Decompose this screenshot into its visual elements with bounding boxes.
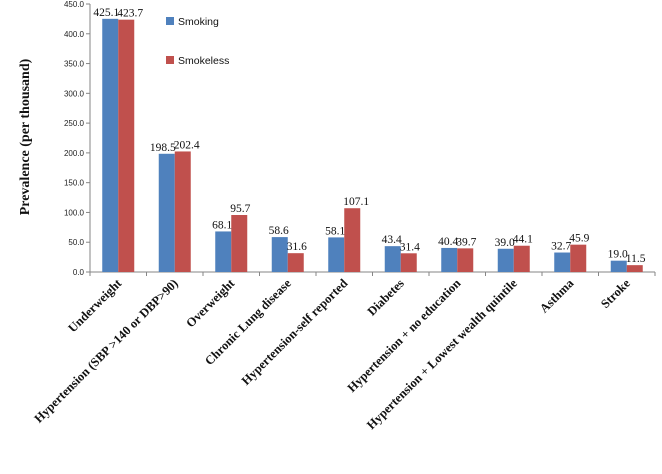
bar-smoking	[610, 260, 627, 272]
x-category-label: Diabetes	[365, 276, 407, 318]
data-label-smoking: 39.0	[495, 237, 515, 249]
bar-smoking	[497, 248, 514, 272]
y-tick-label: 400.0	[64, 30, 85, 39]
chart-data-labels: 425.1 198.5 68.1 58.6 58.1 43.4 40.4 39.0 32.7 19…	[93, 7, 645, 265]
y-tick-label: 50.0	[68, 238, 84, 247]
bar-smokeless	[231, 215, 248, 272]
bar-smokeless	[118, 19, 135, 272]
y-axis-label: Prevalence (per thousand)	[18, 58, 33, 215]
legend-swatch-smoking	[166, 17, 174, 25]
bar-smoking	[328, 237, 345, 272]
bar-smokeless	[457, 248, 474, 272]
x-category-label: Hypertension-self reported	[239, 276, 351, 388]
y-tick-label: 0.0	[73, 268, 85, 277]
y-tick-label: 300.0	[64, 89, 85, 98]
bar-smoking	[441, 247, 458, 272]
y-tick-label: 450.0	[64, 0, 85, 9]
y-tick-label: 200.0	[64, 149, 85, 158]
data-label-smokeless: 423.7	[117, 8, 143, 20]
data-label-smokeless: 11.5	[626, 253, 646, 265]
data-label-smokeless: 202.4	[174, 139, 200, 151]
data-label-smoking: 19.0	[608, 249, 628, 261]
y-tick-label: 150.0	[64, 179, 85, 188]
data-label-smoking: 43.4	[382, 234, 402, 246]
data-label-smokeless: 31.6	[287, 241, 307, 253]
data-label-smokeless: 45.9	[569, 233, 589, 245]
chart-bars	[102, 18, 643, 273]
legend-label-smoking: Smoking	[178, 16, 219, 28]
data-label-smokeless: 95.7	[230, 203, 250, 215]
bar-smokeless	[174, 151, 191, 272]
x-category-label: Underweight	[65, 276, 125, 336]
data-label-smokeless: 44.1	[513, 234, 533, 246]
y-tick-label: 100.0	[64, 208, 85, 217]
x-category-label: Hypertension + no education	[345, 276, 464, 395]
x-category-label: Stroke	[598, 276, 633, 311]
data-label-smoking: 58.6	[269, 225, 289, 237]
data-label-smokeless: 31.4	[400, 241, 420, 253]
data-label-smoking: 425.1	[93, 7, 119, 19]
data-label-smokeless: 107.1	[343, 196, 369, 208]
bar-smokeless	[626, 265, 643, 272]
bar-smoking	[102, 18, 119, 273]
bar-smoking	[384, 246, 401, 272]
data-label-smoking: 32.7	[551, 241, 571, 253]
bar-smoking	[158, 153, 175, 272]
x-category-label: Overweight	[183, 276, 238, 331]
bar-smokeless	[344, 208, 361, 272]
bar-smokeless	[513, 245, 530, 272]
y-tick-label: 250.0	[64, 119, 85, 128]
data-label-smokeless: 39.7	[456, 236, 476, 248]
data-label-smoking: 40.4	[438, 236, 458, 248]
chart-legend: Smoking Smokeless	[166, 16, 229, 67]
data-label-smoking: 68.1	[212, 219, 232, 231]
bar-smoking	[215, 231, 232, 272]
bar-smokeless	[287, 253, 304, 272]
bar-smoking	[554, 252, 571, 272]
bar-smokeless	[570, 244, 587, 272]
data-label-smoking: 198.5	[150, 142, 176, 154]
x-category-label: Asthma	[537, 276, 577, 316]
y-tick-label: 350.0	[64, 60, 85, 69]
legend-swatch-smokeless	[166, 56, 174, 64]
bar-smoking	[271, 237, 288, 272]
bar-smokeless	[400, 253, 417, 272]
legend-label-smokeless: Smokeless	[178, 55, 229, 67]
data-label-smoking: 58.1	[325, 225, 345, 237]
